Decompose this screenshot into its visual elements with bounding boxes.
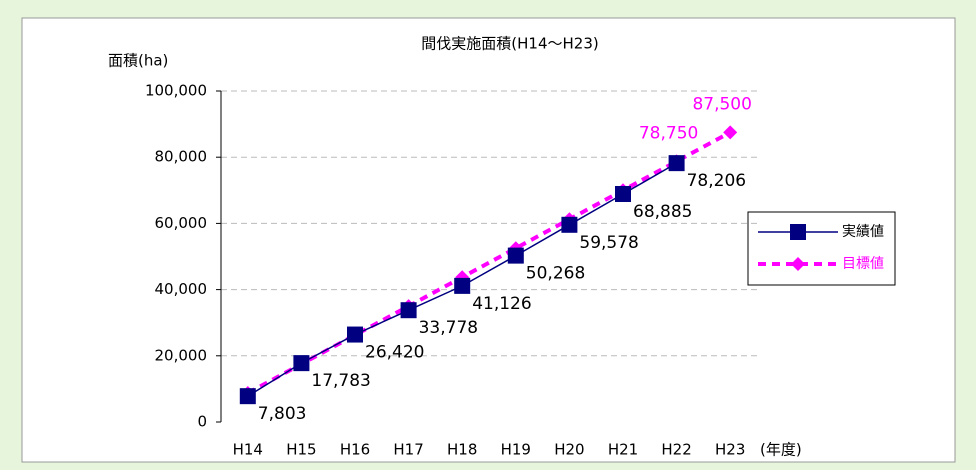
marker	[723, 125, 738, 140]
data-label: 78,206	[687, 171, 746, 191]
marker	[293, 355, 310, 372]
x-tick-label: H14	[233, 441, 263, 459]
marker	[347, 326, 363, 343]
y-tick-label: 100,000	[145, 82, 207, 100]
chart-title: 間伐実施面積(H14～H23)	[421, 35, 598, 53]
marker	[561, 216, 578, 233]
data-label: 68,885	[633, 202, 692, 222]
data-label: 33,778	[419, 318, 478, 338]
data-label: 7,803	[258, 404, 307, 424]
data-label: 41,126	[472, 294, 531, 314]
x-tick-label: H20	[554, 441, 584, 459]
x-tick-label: H18	[447, 441, 477, 459]
x-tick-label: H22	[661, 441, 691, 459]
x-tick-label: H21	[608, 441, 638, 459]
y-axis-label: 面積(ha)	[108, 52, 168, 70]
legend-marker	[790, 224, 806, 240]
y-tick-label: 80,000	[155, 148, 208, 166]
marker	[454, 277, 471, 294]
y-tick-label: 40,000	[155, 280, 208, 298]
marker	[239, 388, 256, 405]
data-label: 17,783	[311, 371, 370, 391]
x-tick-label: H15	[286, 441, 316, 459]
x-tick-label: H16	[340, 441, 370, 459]
y-tick-label: 60,000	[155, 214, 208, 232]
marker	[507, 247, 524, 264]
x-tick-label: H19	[501, 441, 531, 459]
legend-box	[747, 211, 896, 286]
data-label: 87,500	[692, 94, 751, 114]
marker	[400, 302, 417, 319]
data-label: 26,420	[365, 343, 424, 363]
y-tick-label: 20,000	[155, 346, 208, 364]
data-label: 78,750	[639, 123, 698, 143]
marker	[668, 155, 685, 172]
marker	[615, 185, 631, 202]
legend-label: 目標値	[842, 256, 884, 272]
x-axis-label: (年度)	[760, 441, 802, 459]
data-label: 59,578	[579, 233, 638, 253]
legend-label: 実績値	[842, 224, 884, 240]
legend-marker	[791, 257, 805, 271]
y-tick-label: 0	[197, 413, 207, 431]
x-tick-label: H17	[393, 441, 423, 459]
data-label: 50,268	[526, 264, 585, 284]
x-tick-label: H23	[715, 441, 745, 459]
